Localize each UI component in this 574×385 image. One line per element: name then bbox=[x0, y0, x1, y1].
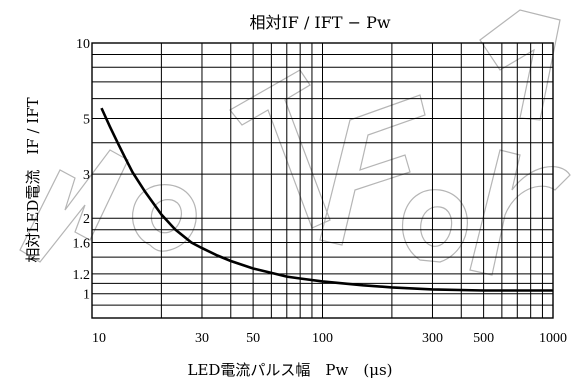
tick-labels: 10 30 50 100 300 500 1000 1 1.2 1.6 2 3 5 10 bbox=[73, 37, 568, 346]
x-tick-label: 30 bbox=[195, 331, 209, 346]
y-tick-label: 1 bbox=[83, 288, 90, 303]
plot-grid bbox=[92, 43, 553, 318]
watermark bbox=[19, 9, 571, 276]
y-tick-label: 1.2 bbox=[73, 268, 91, 283]
x-tick-label: 300 bbox=[422, 331, 443, 346]
y-tick-label: 1.6 bbox=[73, 237, 91, 252]
y-tick-label: 3 bbox=[83, 168, 90, 183]
y-tick-label: 10 bbox=[76, 37, 90, 52]
y-axis-label: 相対LED電流 IF / IFT bbox=[24, 97, 42, 262]
x-axis-label: LED電流パルス幅 Pw (μs) bbox=[187, 361, 392, 379]
plot-frame bbox=[91, 42, 554, 319]
y-tick-label: 2 bbox=[83, 212, 90, 227]
x-tick-label: 100 bbox=[312, 331, 333, 346]
series-line bbox=[100, 107, 553, 292]
x-tick-label: 10 bbox=[92, 331, 106, 346]
x-tick-label: 500 bbox=[473, 331, 494, 346]
chart-title: 相対IF / IFT − Pw bbox=[249, 13, 390, 32]
y-tick-label: 5 bbox=[83, 112, 90, 127]
x-tick-label: 50 bbox=[246, 331, 260, 346]
x-tick-label: 1000 bbox=[539, 331, 567, 346]
